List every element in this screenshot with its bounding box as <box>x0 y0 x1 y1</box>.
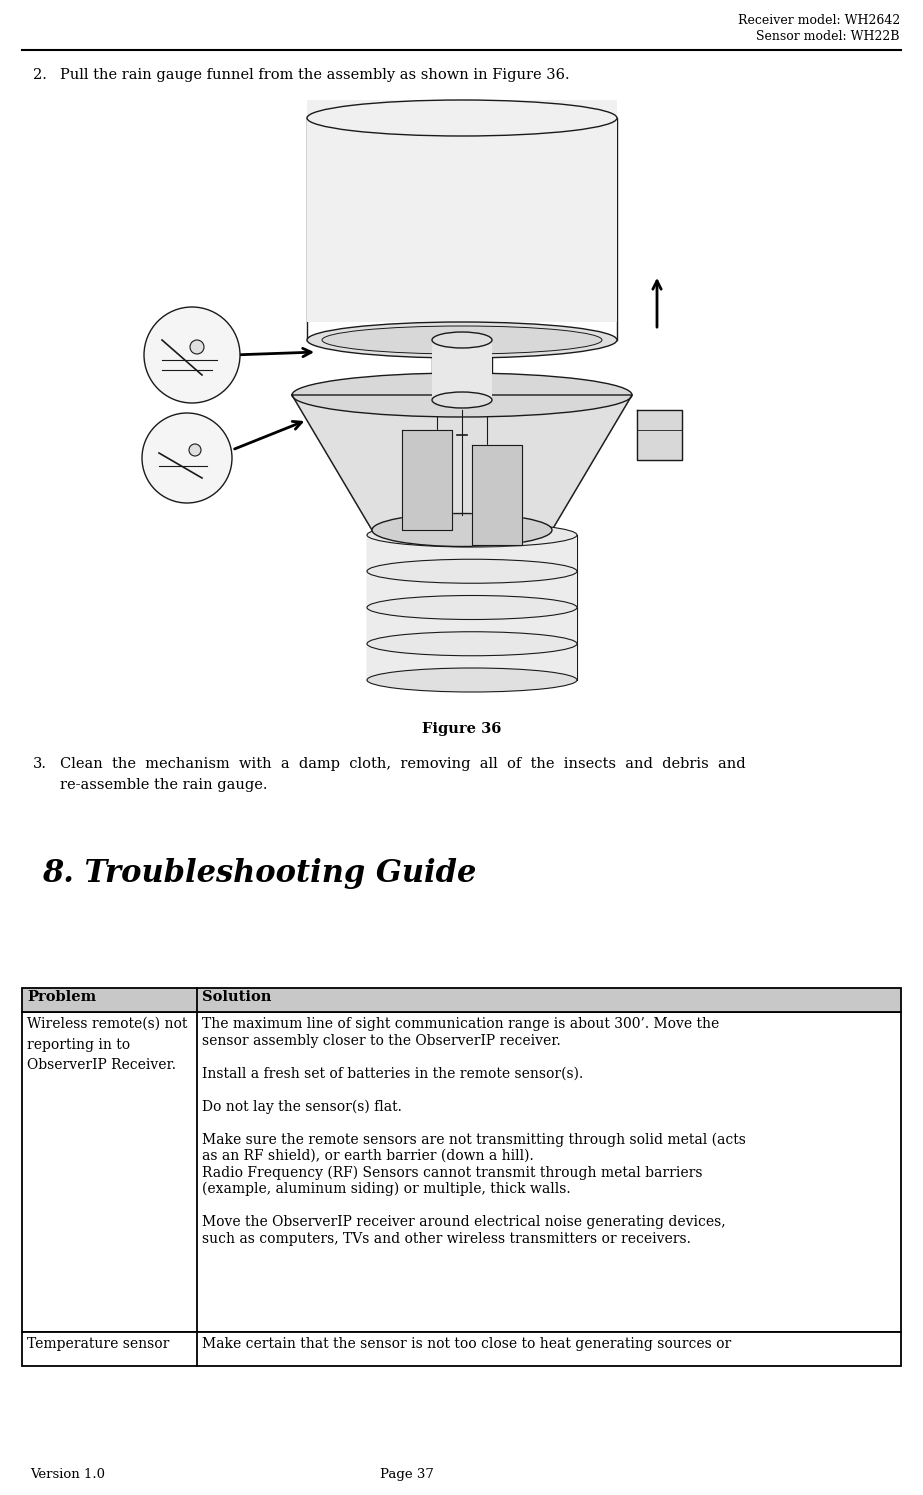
Circle shape <box>190 339 204 354</box>
Ellipse shape <box>322 326 602 354</box>
Polygon shape <box>402 431 452 531</box>
Bar <box>22 1012 901 1332</box>
Ellipse shape <box>367 523 577 547</box>
Text: Figure 36: Figure 36 <box>423 722 502 736</box>
Bar <box>432 339 492 401</box>
Ellipse shape <box>367 595 577 619</box>
Circle shape <box>189 444 201 456</box>
Ellipse shape <box>372 513 552 547</box>
Text: Wireless remote(s) not
reporting in to
ObserverIP Receiver.: Wireless remote(s) not reporting in to O… <box>27 1017 187 1072</box>
Text: Do not lay the sensor(s) flat.: Do not lay the sensor(s) flat. <box>202 1099 402 1114</box>
Ellipse shape <box>292 372 632 417</box>
Ellipse shape <box>367 559 577 583</box>
Text: Radio Frequency (RF) Sensors cannot transmit through metal barriers: Radio Frequency (RF) Sensors cannot tran… <box>202 1166 702 1180</box>
Ellipse shape <box>307 321 617 357</box>
Text: Move the ObserverIP receiver around electrical noise generating devices,: Move the ObserverIP receiver around elec… <box>202 1215 725 1229</box>
Text: Make sure the remote sensors are not transmitting through solid metal (acts: Make sure the remote sensors are not tra… <box>202 1133 746 1147</box>
Text: Solution: Solution <box>202 990 271 1005</box>
Bar <box>367 535 577 680</box>
Text: Problem: Problem <box>27 990 96 1005</box>
Text: Install a fresh set of batteries in the remote sensor(s).: Install a fresh set of batteries in the … <box>202 1066 583 1081</box>
Ellipse shape <box>432 392 492 408</box>
Ellipse shape <box>432 332 492 348</box>
Text: Page 37: Page 37 <box>380 1468 434 1482</box>
Polygon shape <box>472 446 522 546</box>
Ellipse shape <box>367 668 577 692</box>
Text: Temperature sensor: Temperature sensor <box>27 1337 170 1351</box>
Text: (example, aluminum siding) or multiple, thick walls.: (example, aluminum siding) or multiple, … <box>202 1183 570 1196</box>
Text: as an RF shield), or earth barrier (down a hill).: as an RF shield), or earth barrier (down… <box>202 1150 533 1163</box>
Circle shape <box>142 413 232 502</box>
Text: Sensor model: WH22B: Sensor model: WH22B <box>757 30 900 43</box>
Text: 3.: 3. <box>33 756 47 771</box>
Text: Pull the rain gauge funnel from the assembly as shown in Figure 36.: Pull the rain gauge funnel from the asse… <box>60 67 569 82</box>
Bar <box>22 1332 901 1366</box>
Polygon shape <box>637 410 682 460</box>
Ellipse shape <box>307 100 617 136</box>
Text: 2.: 2. <box>33 67 47 82</box>
Text: The maximum line of sight communication range is about 300’. Move the: The maximum line of sight communication … <box>202 1017 719 1032</box>
Text: Version 1.0: Version 1.0 <box>30 1468 105 1482</box>
Text: sensor assembly closer to the ObserverIP receiver.: sensor assembly closer to the ObserverIP… <box>202 1033 561 1048</box>
Text: Clean  the  mechanism  with  a  damp  cloth,  removing  all  of  the  insects  a: Clean the mechanism with a damp cloth, r… <box>60 756 746 771</box>
Polygon shape <box>292 395 632 531</box>
Text: 8. Troubleshooting Guide: 8. Troubleshooting Guide <box>42 858 476 890</box>
Ellipse shape <box>367 632 577 656</box>
Circle shape <box>144 306 240 404</box>
Text: re-assemble the rain gauge.: re-assemble the rain gauge. <box>60 777 268 792</box>
Text: Receiver model: WH2642: Receiver model: WH2642 <box>737 13 900 27</box>
Bar <box>22 988 901 1012</box>
Bar <box>307 100 617 321</box>
Text: such as computers, TVs and other wireless transmitters or receivers.: such as computers, TVs and other wireles… <box>202 1232 691 1245</box>
Text: Make certain that the sensor is not too close to heat generating sources or: Make certain that the sensor is not too … <box>202 1337 731 1351</box>
